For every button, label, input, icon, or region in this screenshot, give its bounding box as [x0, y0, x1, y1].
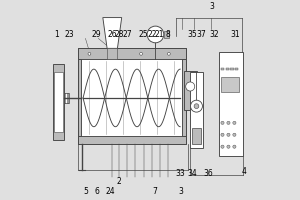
Bar [230, 68, 234, 70]
Text: 29: 29 [92, 30, 102, 39]
Text: 5: 5 [83, 187, 88, 196]
Circle shape [233, 121, 236, 124]
Bar [77, 48, 186, 59]
Circle shape [190, 100, 202, 112]
Bar [77, 136, 186, 144]
Bar [235, 68, 239, 70]
Text: 37: 37 [197, 30, 206, 39]
Text: 24: 24 [106, 187, 115, 196]
Text: 36: 36 [204, 169, 214, 178]
Bar [77, 48, 186, 144]
Text: 7: 7 [152, 187, 158, 196]
Bar [53, 64, 64, 140]
Circle shape [221, 145, 224, 148]
Bar [218, 52, 243, 156]
Circle shape [227, 121, 230, 124]
Circle shape [111, 52, 114, 55]
Bar [164, 31, 169, 38]
Circle shape [221, 121, 224, 124]
Text: 3: 3 [178, 187, 183, 196]
Text: 4: 4 [242, 167, 247, 176]
Text: 26: 26 [107, 30, 117, 39]
Text: 2: 2 [117, 177, 122, 186]
Text: 27: 27 [122, 30, 132, 39]
Circle shape [227, 133, 230, 136]
Bar [77, 59, 81, 136]
Text: 3: 3 [209, 2, 214, 11]
Text: 21: 21 [155, 30, 164, 39]
Bar [221, 68, 224, 70]
Circle shape [88, 52, 91, 55]
Bar [226, 68, 229, 70]
Text: 23: 23 [64, 30, 74, 39]
Bar [107, 48, 117, 59]
Bar [192, 128, 201, 144]
Circle shape [186, 82, 195, 91]
Bar [182, 59, 186, 136]
Text: 25: 25 [139, 30, 148, 39]
Text: 35: 35 [188, 30, 198, 39]
Circle shape [147, 26, 164, 43]
Bar [221, 77, 239, 92]
Bar [54, 72, 63, 132]
Circle shape [227, 145, 230, 148]
Bar [184, 71, 197, 110]
Text: 8: 8 [166, 30, 170, 39]
Text: 33: 33 [175, 169, 185, 178]
Text: 22: 22 [147, 30, 157, 39]
Circle shape [194, 104, 199, 109]
Bar [64, 93, 69, 103]
Circle shape [140, 52, 142, 55]
Text: 1: 1 [55, 30, 59, 39]
Circle shape [233, 133, 236, 136]
Bar [190, 72, 203, 148]
Circle shape [233, 145, 236, 148]
Text: 28: 28 [115, 30, 124, 39]
Polygon shape [103, 18, 122, 48]
Circle shape [221, 133, 224, 136]
Text: 32: 32 [210, 30, 219, 39]
Text: 6: 6 [95, 187, 100, 196]
Text: 34: 34 [188, 169, 198, 178]
Circle shape [167, 52, 170, 55]
Text: 31: 31 [231, 30, 240, 39]
